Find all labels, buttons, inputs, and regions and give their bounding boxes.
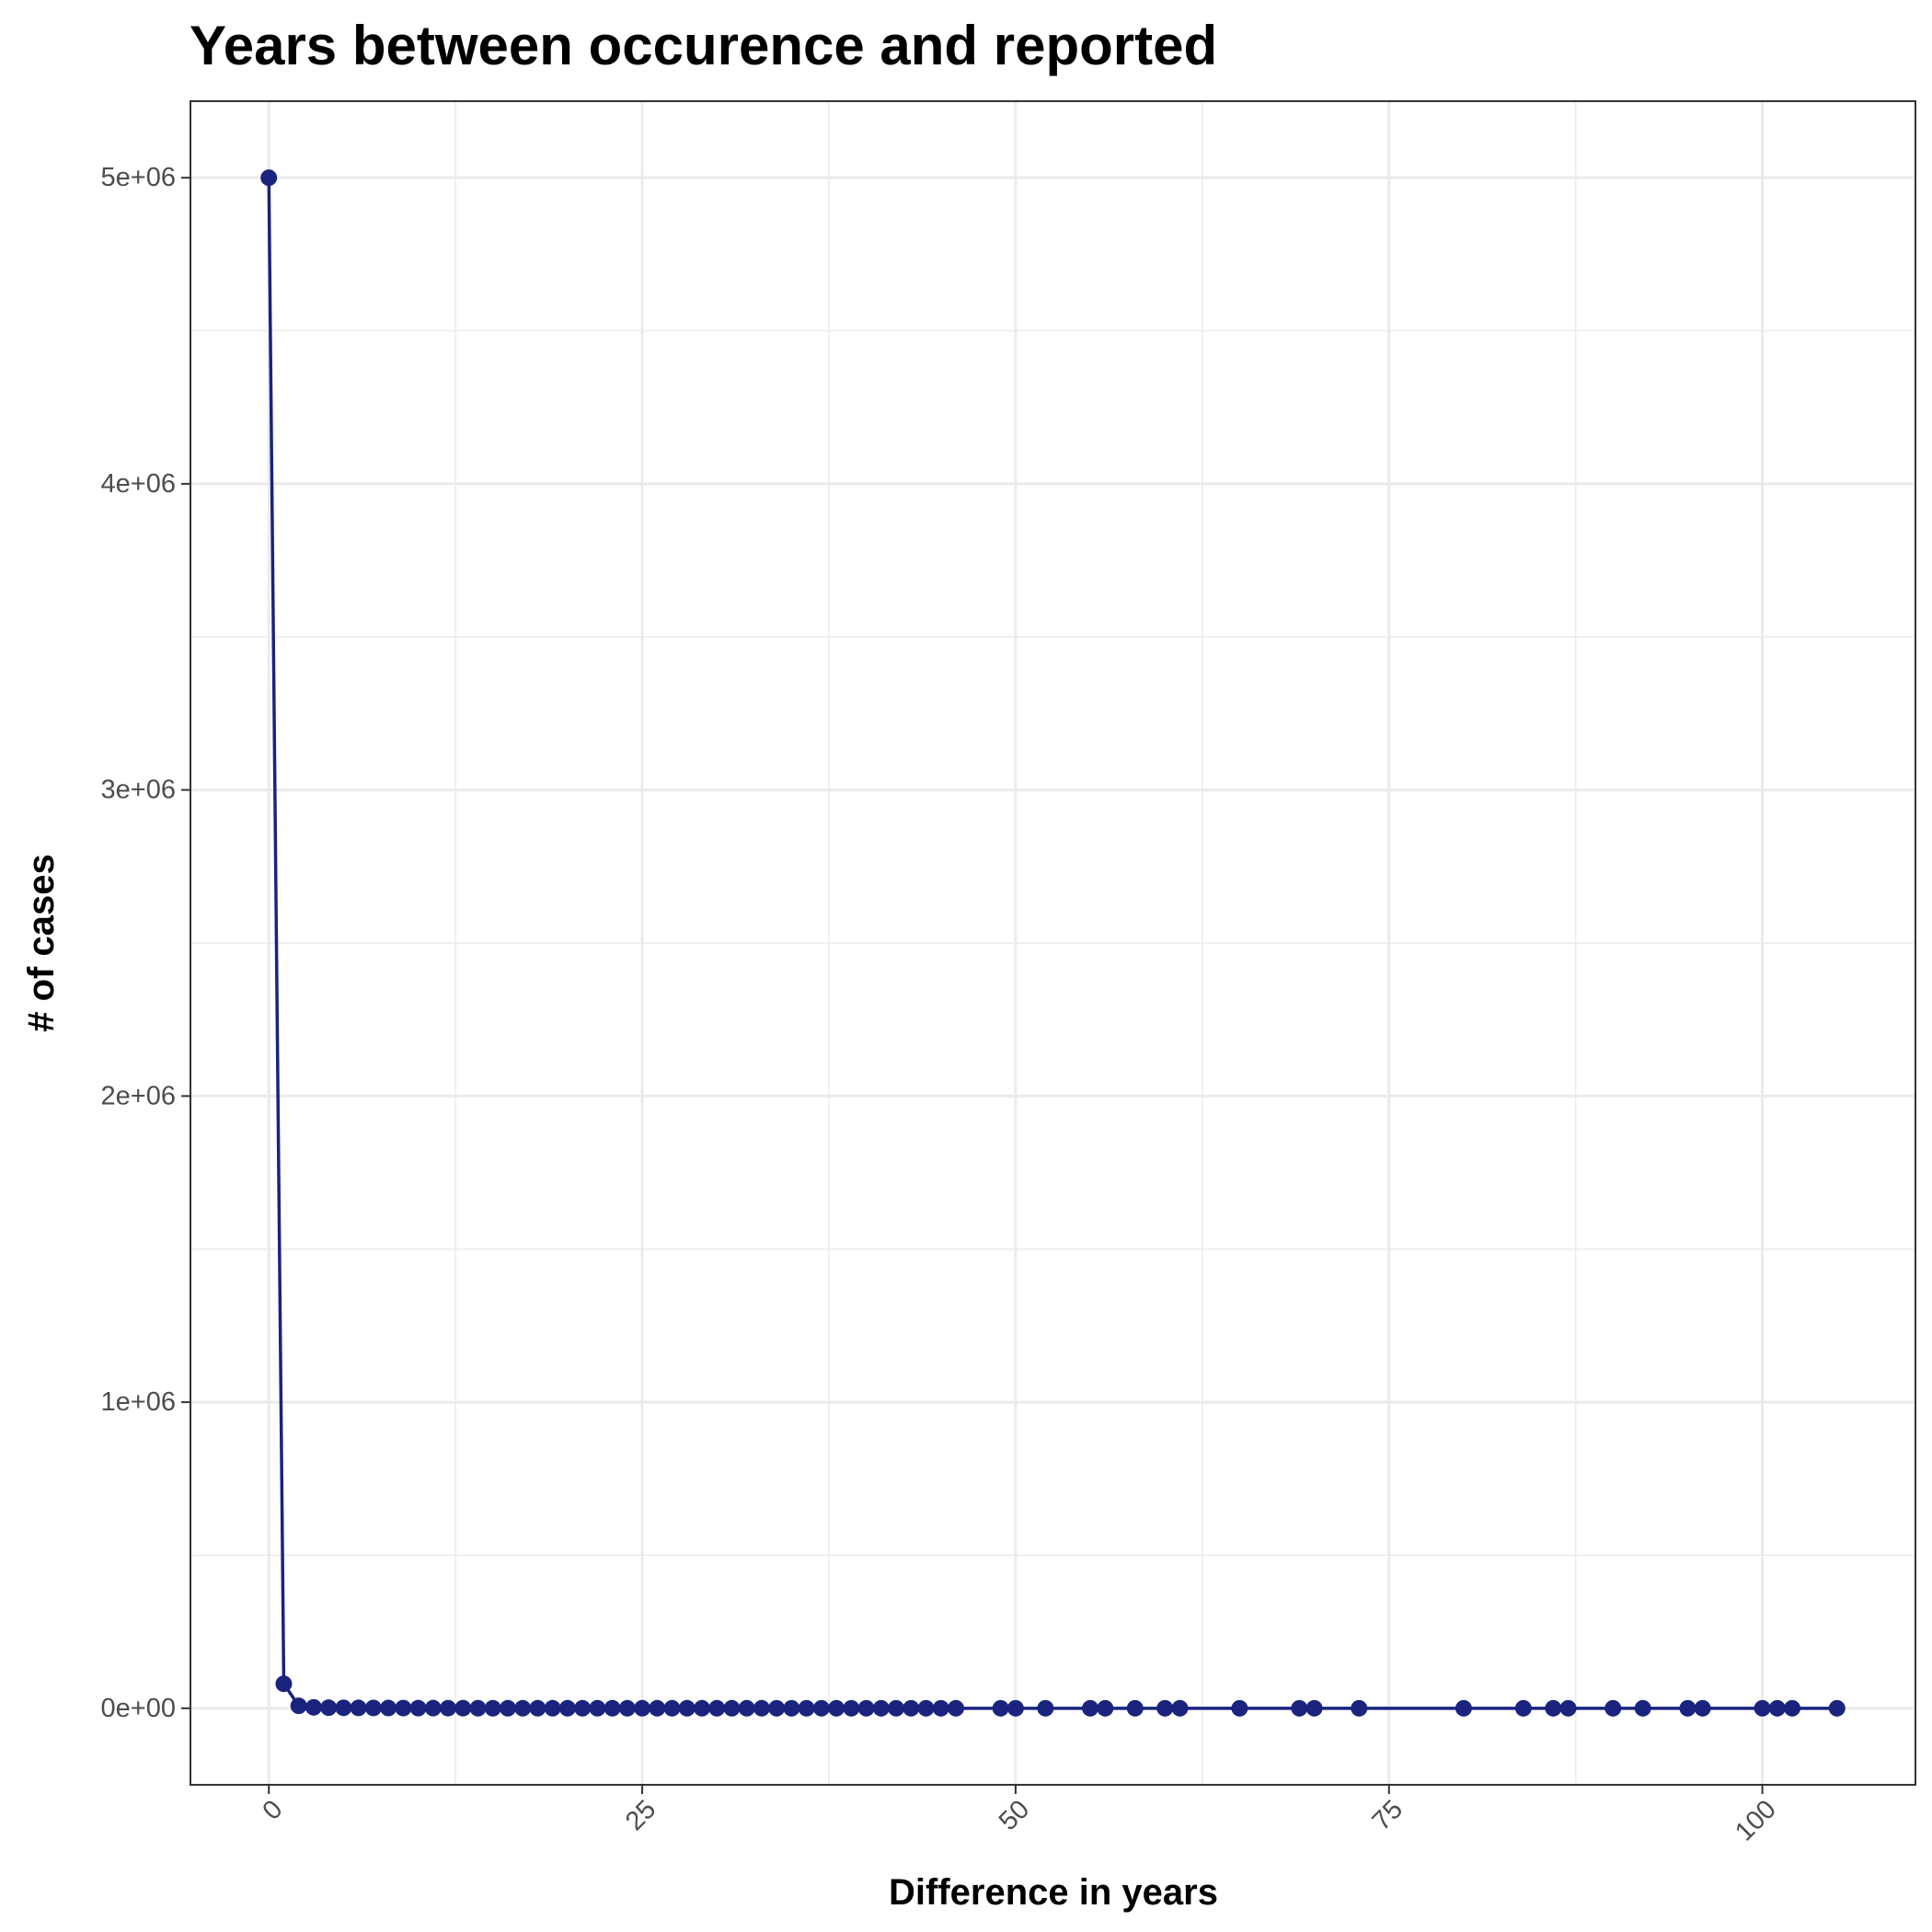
data-point xyxy=(634,1699,651,1717)
x-tick-label: 0 xyxy=(258,1795,289,1826)
series-layer xyxy=(260,169,1846,1717)
data-point xyxy=(558,1699,576,1717)
data-point xyxy=(783,1699,800,1717)
y-axis-title: # of cases xyxy=(21,854,62,1031)
data-point xyxy=(290,1697,307,1715)
data-point xyxy=(350,1699,367,1717)
data-point xyxy=(1828,1699,1846,1717)
data-point xyxy=(992,1699,1009,1717)
data-point xyxy=(917,1699,935,1717)
data-point xyxy=(649,1699,666,1717)
data-point xyxy=(454,1699,472,1717)
data-point xyxy=(514,1699,532,1717)
data-point xyxy=(395,1699,412,1717)
y-axis: 0e+00 1e+06 2e+06 3e+06 4e+06 5e+06 xyxy=(101,163,190,1723)
data-point xyxy=(320,1699,338,1717)
data-point xyxy=(1006,1699,1024,1717)
data-point xyxy=(1679,1699,1696,1717)
data-point xyxy=(380,1699,397,1717)
data-point xyxy=(663,1699,681,1717)
data-point xyxy=(364,1699,382,1717)
data-point xyxy=(1126,1699,1144,1717)
data-point xyxy=(872,1699,890,1717)
data-point xyxy=(1768,1699,1786,1717)
data-point xyxy=(529,1699,546,1717)
data-point xyxy=(1604,1699,1622,1717)
data-point xyxy=(753,1699,770,1717)
data-point xyxy=(589,1699,606,1717)
y-tick-label: 1e+06 xyxy=(101,1387,176,1417)
data-point xyxy=(484,1699,501,1717)
data-point xyxy=(798,1699,815,1717)
data-point xyxy=(499,1699,516,1717)
data-point xyxy=(708,1699,726,1717)
data-point xyxy=(857,1699,875,1717)
data-point xyxy=(409,1699,427,1717)
data-point xyxy=(440,1699,457,1717)
chart-title: Years between occurence and reported xyxy=(190,15,1217,76)
data-point xyxy=(1784,1699,1801,1717)
data-point xyxy=(723,1699,741,1717)
data-point xyxy=(1514,1699,1532,1717)
data-point xyxy=(604,1699,621,1717)
x-axis-title: Difference in years xyxy=(889,1872,1218,1913)
y-tick-label: 0e+00 xyxy=(101,1694,176,1723)
data-point xyxy=(768,1699,786,1717)
data-point xyxy=(1694,1699,1711,1717)
data-point xyxy=(469,1699,487,1717)
x-axis: 0 25 50 75 100 xyxy=(258,1785,1782,1847)
y-tick-label: 3e+06 xyxy=(101,776,176,805)
data-point xyxy=(1037,1699,1054,1717)
data-point xyxy=(1351,1699,1368,1717)
x-tick-label: 25 xyxy=(620,1795,661,1836)
data-point xyxy=(694,1699,711,1717)
data-point xyxy=(903,1699,920,1717)
data-point xyxy=(1156,1699,1174,1717)
data-point xyxy=(947,1699,964,1717)
data-point xyxy=(618,1699,636,1717)
data-point xyxy=(812,1699,830,1717)
data-point xyxy=(1545,1699,1562,1717)
data-point xyxy=(1634,1699,1651,1717)
y-tick-label: 2e+06 xyxy=(101,1081,176,1110)
data-point xyxy=(1305,1699,1323,1717)
x-tick-label: 50 xyxy=(994,1795,1035,1836)
x-tick-label: 75 xyxy=(1367,1795,1409,1836)
data-point xyxy=(260,169,278,187)
data-point xyxy=(1291,1699,1308,1717)
data-point xyxy=(275,1675,293,1693)
panel-border xyxy=(190,100,1916,1786)
data-point xyxy=(843,1699,860,1717)
data-point xyxy=(424,1699,442,1717)
data-point xyxy=(1082,1699,1099,1717)
data-point xyxy=(335,1699,352,1717)
x-tick-label: 100 xyxy=(1730,1795,1782,1847)
data-point xyxy=(1097,1699,1114,1717)
y-tick-label: 5e+06 xyxy=(101,163,176,192)
grid-layer xyxy=(190,101,1915,1785)
data-point xyxy=(1171,1699,1189,1717)
data-point xyxy=(1231,1699,1248,1717)
data-point xyxy=(574,1699,592,1717)
y-tick-label: 4e+06 xyxy=(101,469,176,499)
data-point xyxy=(678,1699,696,1717)
data-point xyxy=(1455,1699,1472,1717)
data-point xyxy=(305,1698,322,1716)
data-point xyxy=(932,1699,949,1717)
data-point xyxy=(544,1699,561,1717)
data-point xyxy=(828,1699,845,1717)
data-point xyxy=(1754,1699,1771,1717)
data-point xyxy=(738,1699,755,1717)
data-point xyxy=(888,1699,905,1717)
data-point xyxy=(1559,1699,1577,1717)
